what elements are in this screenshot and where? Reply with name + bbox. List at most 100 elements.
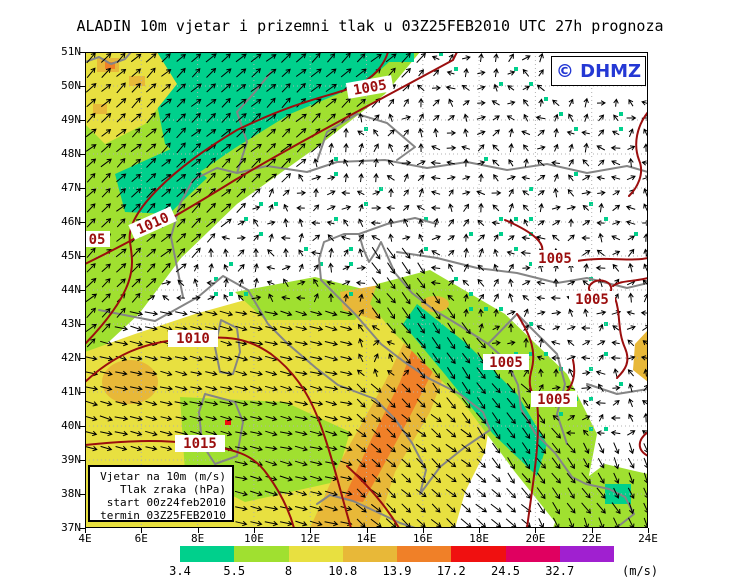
island-sicily <box>316 494 416 528</box>
coastline <box>98 233 635 526</box>
lon-label: 10E <box>243 532 264 545</box>
wind-speed-region <box>388 52 414 62</box>
isobar-line <box>628 111 648 197</box>
scattered-teal-patches <box>214 52 638 431</box>
isobar-label: 1005 <box>569 291 615 308</box>
lat-label: 48N <box>61 147 81 160</box>
colorbar-value: 32.7 <box>545 564 575 578</box>
lat-label: 45N <box>61 249 81 262</box>
lon-tick <box>591 528 593 533</box>
lon-tick <box>197 528 199 533</box>
border <box>170 159 648 298</box>
map-area: 1005 05 1010 1010 1015 <box>61 46 658 545</box>
lat-tick <box>80 460 85 461</box>
lat-tick <box>80 324 85 325</box>
colorbar-segment <box>451 546 506 562</box>
info-box-line: start 00z24feb2010 <box>106 496 226 509</box>
lon-tick <box>535 528 537 533</box>
svg-text:1005: 1005 <box>538 251 572 267</box>
lat-tick <box>80 52 85 53</box>
lat-label: 47N <box>61 181 81 194</box>
lon-label: 8E <box>190 532 205 545</box>
wind-speed-region <box>105 62 115 69</box>
colorbar-value: 3.4 <box>169 564 191 578</box>
isobar-label: 1005 <box>531 391 577 408</box>
colorbar-value: 8 <box>284 564 293 578</box>
lon-label: 24E <box>638 532 658 545</box>
coastline <box>85 52 132 65</box>
colorbar-value: 5.5 <box>223 564 246 578</box>
isobar-line <box>638 431 648 457</box>
lon-tick <box>310 528 312 533</box>
wind-speed-region <box>421 296 449 312</box>
lon-tick <box>366 528 368 533</box>
wind-speed-region <box>93 104 107 114</box>
lon-tick <box>85 528 86 533</box>
wind-speed-region <box>225 420 231 425</box>
lat-label: 39N <box>61 453 81 466</box>
wind-arrow-field <box>85 52 648 528</box>
lat-label: 44N <box>61 283 81 296</box>
colorbar-labels: 3.4 5.5 8 10.8 13.9 17.2 24.5 32.7 (m/s) <box>169 564 720 580</box>
svg-text:1010: 1010 <box>176 331 210 347</box>
colorbar-segment <box>288 546 343 562</box>
colorbar-segment <box>505 546 560 562</box>
lat-tick <box>80 154 85 155</box>
svg-text:1005: 1005 <box>489 355 523 371</box>
isobar-label: 1005 <box>483 354 529 371</box>
svg-text:1005: 1005 <box>575 292 609 308</box>
lat-label: 37N <box>61 521 81 534</box>
wind-speed-region <box>343 342 435 502</box>
isobar-label: 1010 <box>168 330 218 347</box>
lon-label: 16E <box>412 532 433 545</box>
isobar-label: 05 <box>85 231 110 248</box>
colorbar-value: 13.9 <box>382 564 412 578</box>
lon-tick <box>648 528 649 533</box>
isobar-label: 1005 <box>345 75 394 99</box>
lat-label: 51N <box>61 45 81 58</box>
lat-tick <box>80 222 85 223</box>
lon-label: 18E <box>469 532 490 545</box>
info-box-line: termin 03Z25FEB2010 <box>100 509 226 522</box>
border <box>396 251 648 289</box>
info-box-line: Tlak zraka (hPa) <box>120 483 226 496</box>
lat-tick <box>80 426 85 427</box>
lon-label: 20E <box>525 532 546 545</box>
border <box>316 113 416 162</box>
lat-label: 46N <box>61 215 81 228</box>
lat-tick <box>80 358 85 359</box>
lon-label: 22E <box>581 532 602 545</box>
weather-map: 1005 05 1010 1010 1015 <box>85 52 648 528</box>
lat-tick <box>80 120 85 121</box>
border <box>586 383 648 395</box>
colorbar-unit: (m/s) <box>622 564 659 578</box>
colorbar-value: 10.8 <box>328 564 358 578</box>
lat-tick <box>80 494 85 495</box>
isobar-line <box>346 465 400 528</box>
info-box-line: Vjetar na 10m (m/s) <box>100 470 226 483</box>
isobar-line <box>85 52 389 345</box>
isobar-line <box>85 336 352 528</box>
wind-speed-region <box>129 76 145 86</box>
svg-text:05: 05 <box>89 232 106 248</box>
page-title: ALADIN 10m vjetar i prizemni tlak u 03Z2… <box>76 17 664 35</box>
isobar-line <box>85 440 295 528</box>
lat-tick <box>80 188 85 189</box>
colorbar-segment <box>234 546 289 562</box>
isobar-label: 1015 <box>175 435 225 452</box>
isobar-line <box>612 277 648 287</box>
lat-label: 49N <box>61 113 81 126</box>
lat-label: 38N <box>61 487 81 500</box>
wind-speed-region <box>85 52 177 144</box>
isobar-line <box>526 401 540 528</box>
wind-speed-region <box>102 360 158 404</box>
lon-tick <box>253 528 255 533</box>
lon-tick <box>479 528 481 533</box>
colorbar-segment <box>342 546 397 562</box>
dhmz-logo: © DHMZ <box>551 56 646 86</box>
colorbar-value: 24.5 <box>491 564 520 578</box>
colorbar <box>180 546 614 562</box>
colorbar-segment <box>397 546 452 562</box>
wind-arrows <box>85 52 648 528</box>
